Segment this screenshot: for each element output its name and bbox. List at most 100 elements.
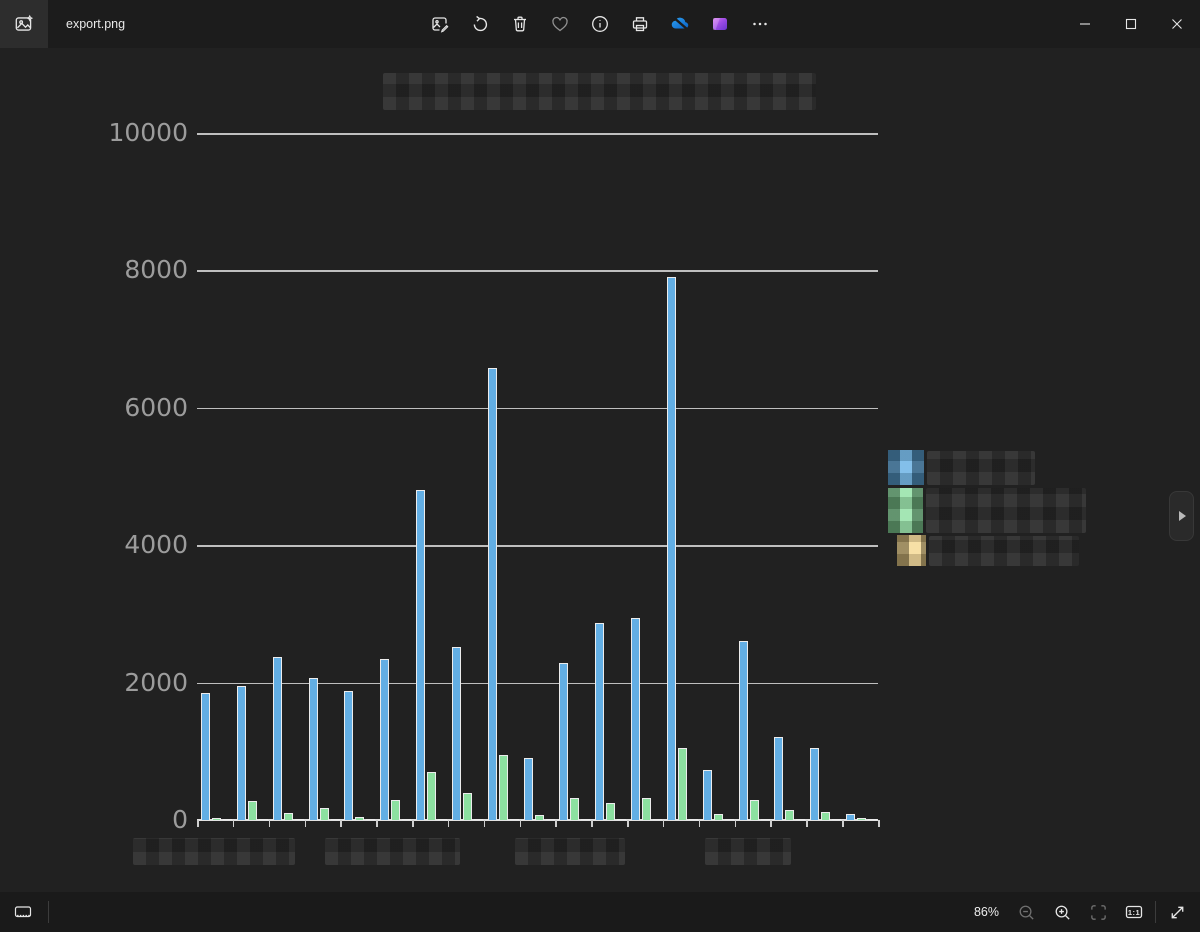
redacted-x-axis-label — [705, 838, 791, 865]
bar-series-1 — [380, 659, 390, 820]
fullscreen-icon — [1168, 903, 1187, 922]
fit-to-window-button[interactable] — [1083, 897, 1113, 927]
redacted-legend-label — [929, 535, 1079, 566]
bar-series-1 — [236, 686, 246, 820]
bar-series-1 — [774, 736, 784, 820]
bar-series-2 — [534, 815, 544, 820]
legend-swatch-yellow — [897, 535, 926, 566]
actual-size-button[interactable]: 1:1 — [1119, 897, 1149, 927]
print-icon — [630, 14, 650, 34]
zoom-in-button[interactable] — [1047, 897, 1077, 927]
onedrive-status-button[interactable] — [664, 8, 696, 40]
edit-image-button[interactable] — [424, 8, 456, 40]
redacted-x-axis-label — [325, 838, 460, 865]
toolbar — [424, 0, 776, 48]
y-tick-label: 2000 — [124, 667, 188, 697]
bar-series-2 — [355, 816, 365, 820]
bar-series-1 — [272, 657, 282, 820]
bar-series-2 — [713, 814, 723, 820]
maximize-button[interactable] — [1108, 0, 1154, 48]
plot-area — [197, 133, 880, 827]
bar-series-2 — [247, 800, 257, 820]
fit-to-window-icon — [1089, 903, 1108, 922]
x-axis-tick — [770, 820, 772, 827]
x-axis-tick — [734, 820, 737, 827]
bar-series-3 — [223, 818, 232, 820]
zoom-out-button[interactable] — [1011, 897, 1041, 927]
bar-series-3 — [509, 818, 519, 820]
bar-series-2 — [857, 817, 867, 820]
print-button[interactable] — [624, 8, 656, 40]
x-axis-tick — [412, 820, 414, 827]
chevron-right-icon — [1176, 509, 1188, 523]
redacted-chart-title — [383, 73, 816, 110]
bar-series-3 — [402, 818, 412, 820]
window-controls — [1062, 0, 1200, 48]
bar-series-1 — [451, 646, 461, 820]
redacted-legend-label — [926, 488, 1086, 533]
x-axis-tick — [878, 820, 880, 827]
gridline — [197, 270, 878, 272]
x-axis-tick — [806, 820, 808, 827]
bar-series-1 — [308, 677, 318, 820]
bar-series-2 — [212, 817, 221, 820]
y-tick-label: 6000 — [124, 392, 188, 422]
bar-series-1 — [595, 622, 605, 820]
bar-series-2 — [642, 798, 652, 820]
divider — [48, 901, 49, 923]
delete-button[interactable] — [504, 8, 536, 40]
x-axis-tick — [340, 820, 342, 827]
bar-series-2 — [606, 802, 616, 820]
bar-series-1 — [523, 758, 533, 820]
rotate-button[interactable] — [464, 8, 496, 40]
favorite-button[interactable] — [544, 8, 576, 40]
legend-swatch-blue — [888, 450, 924, 485]
x-axis-tick — [662, 820, 665, 827]
rotate-icon — [470, 14, 490, 34]
edit-image-icon — [430, 14, 450, 34]
y-tick-label: 0 — [172, 805, 188, 834]
minimize-button[interactable] — [1062, 0, 1108, 48]
bar-series-3 — [294, 818, 304, 820]
status-bar: 86% — [0, 892, 1200, 932]
filmstrip-toggle-button[interactable] — [8, 897, 38, 927]
bar-series-2 — [785, 810, 795, 820]
bar-series-3 — [581, 818, 591, 820]
more-options-icon — [750, 14, 770, 34]
clipchamp-icon — [710, 14, 730, 34]
bar-series-1 — [666, 277, 676, 820]
bar-series-2 — [821, 811, 831, 820]
bar-series-2 — [570, 798, 580, 820]
heart-icon — [550, 14, 570, 34]
x-axis-tick — [304, 820, 307, 827]
gridline — [197, 682, 878, 685]
bar-series-3 — [760, 818, 770, 820]
more-options-button[interactable] — [744, 8, 776, 40]
zoom-in-icon — [1053, 903, 1072, 922]
bar-series-3 — [438, 818, 448, 820]
bar-series-3 — [796, 818, 806, 820]
legend-item — [888, 535, 1079, 566]
info-button[interactable] — [584, 8, 616, 40]
legend-swatch-green — [888, 488, 923, 533]
bar-series-2 — [283, 813, 293, 820]
app-icon-button[interactable] — [0, 0, 48, 48]
clipchamp-button[interactable] — [704, 8, 736, 40]
bar-series-2 — [677, 747, 687, 820]
redacted-x-axis-label — [133, 838, 295, 865]
bar-series-1 — [738, 640, 748, 820]
y-tick-label: 8000 — [124, 255, 188, 285]
bar-series-1 — [344, 690, 354, 820]
close-button[interactable] — [1154, 0, 1200, 48]
gridline — [197, 407, 878, 410]
bar-series-1 — [846, 813, 856, 820]
y-tick-label: 4000 — [124, 530, 188, 560]
x-axis-tick — [232, 820, 235, 827]
trash-icon — [510, 14, 530, 34]
fullscreen-button[interactable] — [1162, 897, 1192, 927]
x-axis-tick — [555, 820, 557, 827]
zoom-level: 86% — [973, 905, 999, 919]
bar-series-1 — [487, 367, 497, 820]
next-image-button[interactable] — [1169, 491, 1194, 541]
